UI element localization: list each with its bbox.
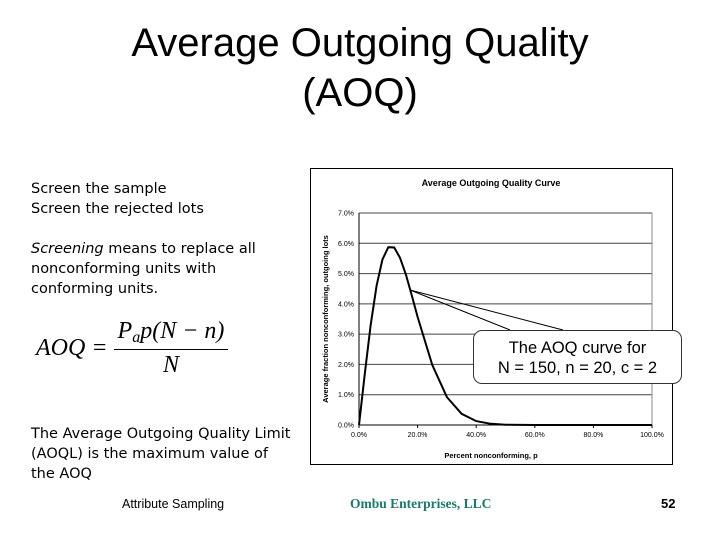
aoql-text: The Average Outgoing Quality Limit (AOQL… [31,426,291,482]
title-line-1: Average Outgoing Quality [131,21,589,65]
formula-P: P [117,318,133,344]
x-tick-label: 20.0% [408,432,428,439]
y-tick-label: 1.0% [338,392,354,399]
aoq-series-line [358,246,652,426]
callout-line-1: The AOQ curve for [508,339,647,357]
y-tick-label: 0.0% [338,423,354,430]
title-line-2: (AOQ) [302,71,418,115]
slide-title: Average Outgoing Quality (AOQ) [0,18,720,118]
formula-fraction: Pap(N − n) N [113,318,229,379]
x-tick-label: 40.0% [466,432,486,439]
y-tick-label: 3.0% [338,332,354,339]
y-tick-label: 7.0% [338,211,354,218]
callout-pointer-1 [409,289,511,331]
x-axis-label: Percent nonconforming, p [444,451,538,460]
callout-line-2: N = 150, n = 20, c = 2 [497,359,658,377]
formula-sub-a: a [132,329,141,346]
x-tick-label: 60.0% [525,432,545,439]
x-tick-label: 0.0% [351,432,367,439]
screening-term: Screening [31,241,104,257]
y-tick-label: 6.0% [338,241,354,248]
y-tick-label: 4.0% [338,301,354,308]
formula-num-rest: p(N − n) [140,318,225,344]
aoq-chart: Average Outgoing Quality Curve 0.0% 1.0% 2… [310,168,673,465]
x-tick-label: 100.0% [640,432,664,439]
y-tick-label: 5.0% [338,271,354,278]
footer-company: Ombu Enterprises, LLC [350,496,492,511]
screening-rest: means to replace all nonconforming units… [31,241,256,297]
body-text: Screen the sample Screen the rejected lo… [31,179,301,299]
bullet-screen-rejected: Screen the rejected lots [31,201,204,217]
aoq-callout: The AOQ curve for N = 150, n = 20, c = 2 [473,330,682,384]
chart-border [310,168,673,465]
page-number: 52 [661,496,676,511]
bullet-screen-sample: Screen the sample [31,181,167,197]
y-tick-label: 2.0% [338,362,354,369]
y-axis-label: Average fraction nonconforming, outgoing… [321,235,330,403]
callout-pointer-2 [409,289,564,331]
formula-lhs: AOQ = [36,335,108,361]
x-tick-label: 80.0% [583,432,603,439]
aoq-formula: AOQ = Pap(N − n) N [36,318,229,379]
formula-numerator: Pap(N − n) [113,318,229,350]
formula-denominator: N [162,352,179,378]
footer-left: Attribute Sampling [122,497,225,511]
screening-definition: Screening means to replace all nonconfor… [31,239,301,299]
chart-title: Average Outgoing Quality Curve [422,178,561,188]
